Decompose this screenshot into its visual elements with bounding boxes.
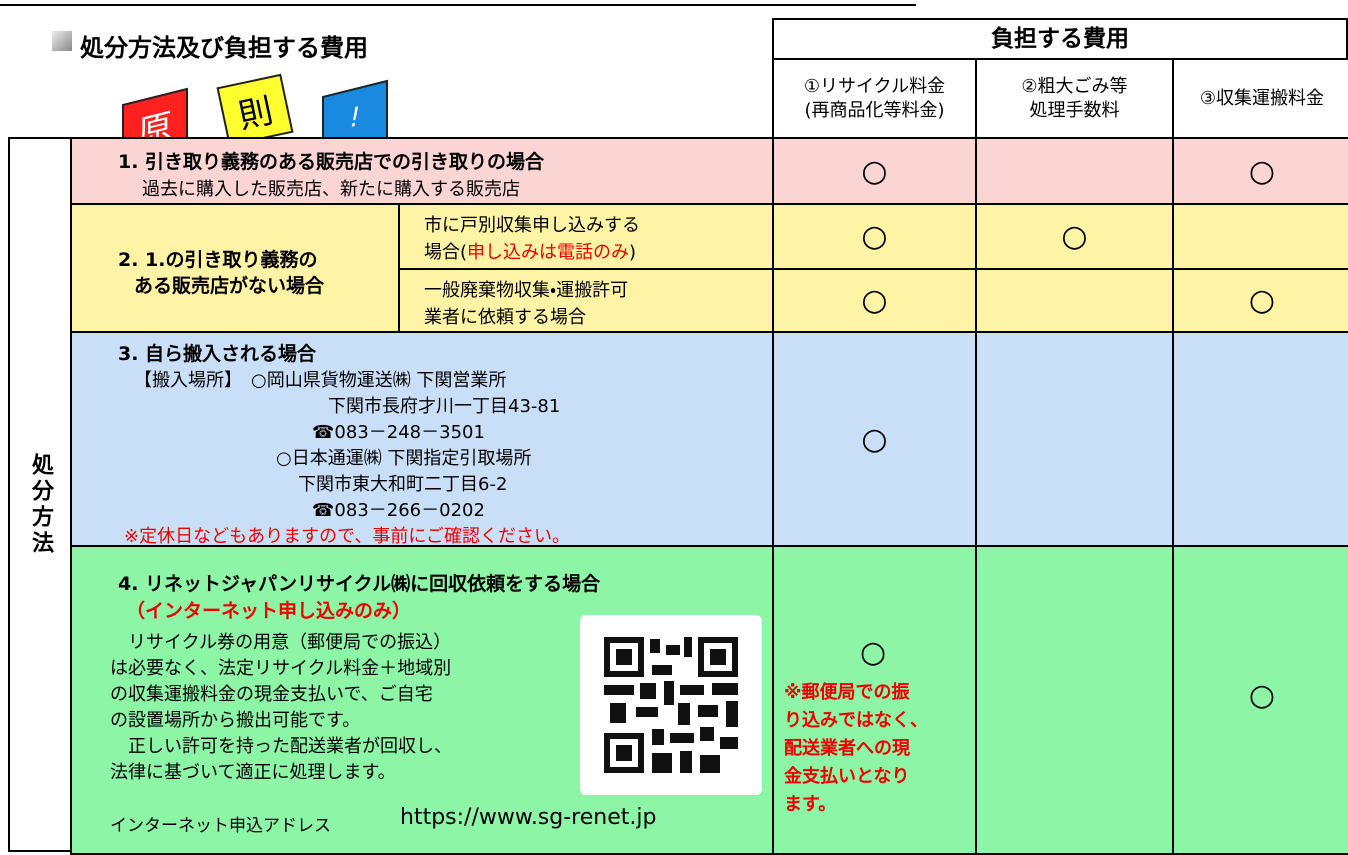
row-title: 3. 自ら搬入される場合 <box>118 343 317 365</box>
mark-cell <box>975 545 1174 855</box>
mark-cell <box>975 331 1174 547</box>
case-cell: 市に戸別収集申し込みする 場合(申し込みは電話のみ) <box>398 203 774 270</box>
row-text: ○日本通運㈱ 下関指定引取場所 <box>276 448 532 469</box>
text: 場合( <box>424 242 468 263</box>
text: 配送業者への現 <box>784 738 910 759</box>
mark-note: ※郵便局での振 り込みではなく、 配送業者への現 金支払いとなり ます。 <box>784 679 928 819</box>
top-rule <box>0 0 916 6</box>
row-title: 1. 引き取り義務のある販売店での引き取りの場合 <box>118 151 545 173</box>
mark-cell: ○ ※郵便局での振 り込みではなく、 配送業者への現 金支払いとなり ます。 <box>772 545 977 855</box>
mark-cell <box>975 137 1174 205</box>
badge-text: ! <box>349 101 361 135</box>
mark-cell: ○ <box>1172 137 1348 205</box>
url: https://www.sg-renet.jp <box>400 805 657 830</box>
row-text: 下関市東大和町二丁目6-2 <box>298 474 508 495</box>
title-icon <box>52 31 72 51</box>
text: ※郵便局での振 <box>784 682 910 703</box>
row-cell: 1. 引き取り義務のある販売店での引き取りの場合 過去に購入した販売店、新たに購… <box>70 137 774 205</box>
row-sub: 過去に購入した販売店、新たに購入する販売店 <box>142 179 520 200</box>
mark: ○ <box>1248 283 1276 318</box>
mark: ○ <box>861 219 888 254</box>
mark-cell <box>1172 331 1348 547</box>
badge-text: 則 <box>234 90 277 137</box>
text: (再商品化等料金) <box>804 99 945 121</box>
row-cell: 4. リネットジャパンリサイクル㈱に回収依頼をする場合 （インターネット申し込み… <box>70 545 774 855</box>
mark: ○ <box>1061 219 1088 254</box>
title: 処分方法及び負担する費用 <box>80 34 368 62</box>
case-text: 場合(申し込みは電話のみ) <box>424 238 636 264</box>
mark-cell: ○ <box>772 137 977 205</box>
text: 処理手数料 <box>1029 99 1120 121</box>
side-cell: 処分方法 <box>8 137 72 852</box>
mark-cell <box>975 268 1174 333</box>
column-header: ③収集運搬料金 <box>1172 58 1348 139</box>
row-title: ある販売店がない場合 <box>134 275 325 297</box>
column-header: ①リサイクル料金 (再商品化等料金) <box>772 58 977 139</box>
row-text: ☎083－266－0202 <box>312 500 485 521</box>
case-text: 一般廃棄物収集・運搬許可 <box>424 280 629 301</box>
mark: ○ <box>861 283 888 318</box>
case-cell: 一般廃棄物収集・運搬許可 業者に依頼する場合 <box>398 268 774 333</box>
row-text: 下関市長府才川一丁目43-81 <box>328 396 561 417</box>
mark-cell: ○ <box>772 203 977 270</box>
text: 負担する費用 <box>991 26 1129 52</box>
text: ) <box>629 242 637 263</box>
mark-cell: ○ <box>1172 545 1348 855</box>
row-text: 法律に基づいて適正に処理します。 <box>110 762 396 783</box>
mark: ○ <box>1248 677 1276 713</box>
text: 申し込みは電話のみ <box>467 242 630 263</box>
text: ①リサイクル料金 <box>803 75 946 97</box>
mark: ○ <box>861 421 888 457</box>
row-title: 2. 1.の引き取り義務の <box>118 249 318 271</box>
text: ②粗大ごみ等 <box>1021 75 1128 97</box>
mark: ○ <box>860 635 887 670</box>
text: ③収集運搬料金 <box>1199 87 1325 109</box>
qr-code <box>580 615 762 795</box>
row-text: リサイクル券の用意（郵便局での振込） <box>110 632 452 653</box>
text: ます。 <box>784 794 837 815</box>
side-label: 処分方法 <box>28 452 53 557</box>
row-cell: 2. 1.の引き取り義務の ある販売店がない場合 <box>70 203 400 333</box>
text: 金支払いとなり <box>784 766 910 787</box>
row-title: 4. リネットジャパンリサイクル㈱に回収依頼をする場合 <box>118 573 601 595</box>
mark: ○ <box>1248 153 1276 189</box>
mark: ○ <box>861 153 888 189</box>
mark-cell: ○ <box>772 268 977 333</box>
row-text: ☎083－248－3501 <box>312 422 485 443</box>
row-subtitle: （インターネット申し込みのみ） <box>126 600 412 622</box>
row-note: ※定休日などもありますので、事前にご確認ください。 <box>124 526 570 547</box>
url-label: インターネット申込アドレス <box>110 816 331 836</box>
mark-cell <box>1172 203 1348 270</box>
row-text: の収集運搬料金の現金支払いで、ご自宅 <box>110 684 433 705</box>
row-text: の設置場所から搬出可能です。 <box>110 710 361 731</box>
cost-title: 負担する費用 <box>772 18 1348 60</box>
row-text: 【搬入場所】 ○岡山県貨物運送㈱ 下関営業所 <box>134 370 507 391</box>
text: り込みではなく、 <box>784 710 928 731</box>
row-text: 正しい許可を持った配送業者が回収し、 <box>110 736 452 757</box>
mark-cell: ○ <box>975 203 1174 270</box>
case-text: 業者に依頼する場合 <box>424 307 586 328</box>
badge: 則 <box>216 73 294 147</box>
column-header: ②粗大ごみ等 処理手数料 <box>975 58 1174 139</box>
row-cell: 3. 自ら搬入される場合 【搬入場所】 ○岡山県貨物運送㈱ 下関営業所 下関市長… <box>70 331 774 547</box>
case-text: 市に戸別収集申し込みする <box>424 215 640 236</box>
mark-cell: ○ <box>772 331 977 547</box>
row-text: は必要なく、法定リサイクル料金＋地域別 <box>110 658 452 679</box>
mark-cell: ○ <box>1172 268 1348 333</box>
